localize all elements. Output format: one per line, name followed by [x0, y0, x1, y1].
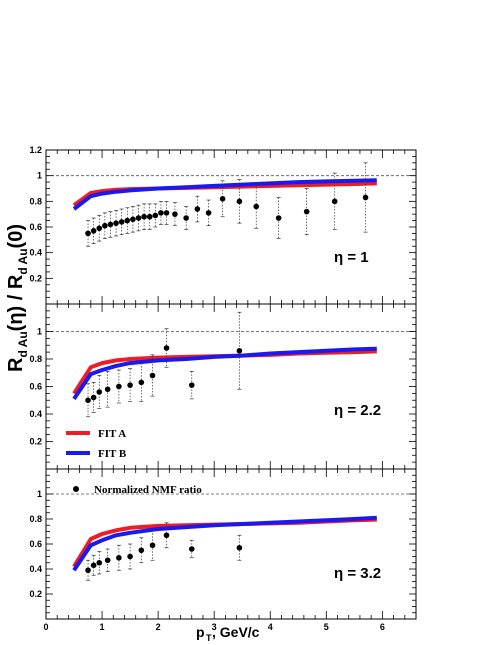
y-tick-label: 0.6: [29, 539, 42, 549]
data-point: [102, 222, 108, 229]
panels-group: 0.2 0.4 0.6 0.8 1 1.2 η = 1 0.2 0.4 0.6 0.8 1 η = 2.…: [29, 145, 417, 632]
legend: FIT A FIT B Normalized NMF ratio: [66, 428, 202, 496]
panel-2: 0.2 0.4 0.6 0.8 1 η = 2.2: [29, 303, 417, 470]
data-point: [116, 383, 122, 390]
x-tick-label: 0: [43, 622, 48, 632]
data-point: [118, 219, 125, 225]
data-point: [85, 397, 91, 404]
data-point: [90, 228, 97, 234]
x-axis-title-main: p: [196, 624, 205, 640]
data-point: [163, 210, 170, 216]
data-point: [236, 198, 243, 205]
data-point: [127, 553, 133, 560]
data-point: [303, 208, 310, 215]
data-point: [104, 386, 111, 393]
data-point: [152, 212, 159, 219]
data-point: [236, 347, 243, 354]
legend-fit-a-label: FIT A: [98, 428, 126, 440]
y-tick-label: 0.6: [29, 222, 42, 232]
fit-b-curve: [72, 346, 377, 401]
data-point: [141, 213, 147, 220]
data-point: [149, 542, 156, 549]
y-tick-label: 0.2: [29, 437, 42, 447]
data-point: [253, 203, 260, 210]
data-point: [146, 213, 153, 220]
data-point: [90, 562, 97, 569]
data-point: [85, 230, 91, 237]
legend-points-label: Normalized NMF ratio: [94, 484, 202, 496]
data-point: [90, 394, 97, 401]
y-tick-label: 0.6: [29, 382, 42, 392]
y-tick-label: 0.2: [29, 273, 42, 283]
x-tick-label: 3: [212, 622, 217, 632]
eta-label: η = 3.2: [334, 565, 381, 582]
y-tick-label: 0.8: [29, 514, 42, 524]
y-tick-label: 0.8: [29, 354, 42, 364]
y-tick-label: 0.4: [29, 564, 42, 574]
data-point: [96, 225, 103, 232]
data-point: [149, 372, 156, 379]
data-point: [85, 567, 91, 574]
data-point: [219, 195, 226, 202]
panel-frame: [45, 303, 417, 470]
y-tick-label: 1: [37, 171, 42, 181]
data-point: [130, 216, 136, 223]
data-point: [331, 198, 338, 205]
data-point: [163, 532, 170, 539]
panel-3: 0.2 0.4 0.6 0.8 1 0 1 2 3 4 5 6 η = 3.2: [29, 468, 417, 632]
data-point: [188, 382, 195, 388]
fit-b-curve: [72, 515, 377, 572]
y-axis-title: Rd Au(η) / Rd Au(0): [5, 224, 30, 372]
data-point: [158, 210, 164, 216]
data-point: [172, 211, 178, 217]
data-point: [104, 557, 111, 564]
data-point: [188, 546, 195, 552]
data-point: [183, 215, 189, 221]
x-tick-label: 1: [100, 622, 105, 632]
data-point: [138, 379, 145, 386]
y-tick-label: 0.8: [29, 196, 42, 206]
data-point: [113, 220, 119, 226]
legend-fit-b-label: FIT B: [98, 448, 127, 460]
x-tick-label: 5: [324, 622, 329, 632]
data-point: [96, 389, 103, 395]
eta-label: η = 1: [334, 249, 369, 266]
data-point: [205, 210, 212, 216]
y-tick-label: 1: [37, 489, 42, 499]
x-axis-title-rest: , GeV/c: [212, 624, 260, 640]
x-tick-label: 6: [380, 622, 385, 632]
data-point: [275, 215, 282, 221]
data-point: [138, 547, 145, 554]
fit-b-curve: [72, 178, 377, 211]
x-axis-title: p T , GeV/c: [196, 624, 260, 643]
x-tick-label: 4: [268, 622, 273, 632]
data-point: [116, 554, 122, 561]
data-point: [194, 206, 201, 212]
data-point: [124, 217, 131, 224]
y-tick-label: 1.2: [29, 145, 42, 155]
y-tick-label: 0.4: [29, 409, 42, 419]
data-point: [362, 194, 369, 201]
y-tick-label: 0.2: [29, 589, 42, 599]
data-point: [135, 215, 142, 221]
y-axis-title-text: Rd Au(η) / Rd Au(0): [5, 224, 30, 372]
data-point: [107, 221, 114, 228]
data-point: [96, 559, 103, 566]
eta-label: η = 2.2: [334, 402, 381, 419]
data-point: [163, 345, 170, 351]
legend-points-marker: [73, 486, 79, 492]
y-tick-label: 1: [37, 327, 42, 337]
data-point: [127, 382, 133, 388]
y-tick-label: 0.4: [29, 248, 42, 258]
panel-1: 0.2 0.4 0.6 0.8 1 1.2 η = 1: [29, 145, 417, 305]
x-tick-label: 2: [156, 622, 161, 632]
data-point: [236, 544, 243, 551]
x-axis-title-sub: T: [206, 633, 212, 643]
